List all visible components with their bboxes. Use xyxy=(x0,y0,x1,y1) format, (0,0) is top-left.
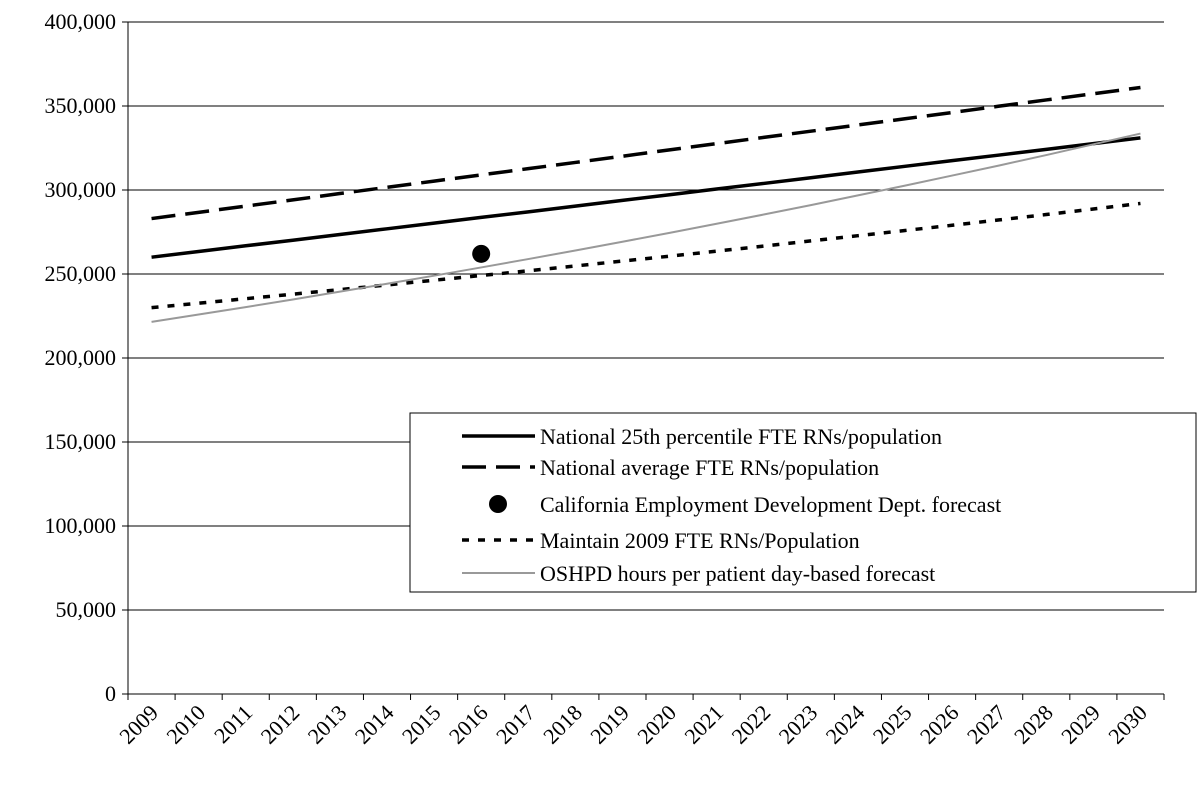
x-tick-label: 2024 xyxy=(821,700,870,749)
y-tick-label: 300,000 xyxy=(45,177,117,202)
series-line xyxy=(151,136,1141,259)
legend-marker xyxy=(489,495,507,513)
x-tick-label: 2015 xyxy=(397,700,446,749)
y-tick-label: 250,000 xyxy=(45,261,117,286)
x-tick-label: 2016 xyxy=(444,700,493,749)
x-tick-label: 2025 xyxy=(868,700,917,749)
y-tick-label: 400,000 xyxy=(45,9,117,34)
series-line xyxy=(151,85,1141,221)
x-tick-label: 2019 xyxy=(585,700,634,749)
x-tick-label: 2010 xyxy=(161,700,210,749)
x-tick-label: 2009 xyxy=(114,700,163,749)
y-tick-label: 0 xyxy=(105,681,116,706)
x-tick-label: 2021 xyxy=(679,700,728,749)
y-tick-label: 350,000 xyxy=(45,93,117,118)
x-tick-label: 2026 xyxy=(915,700,964,749)
x-tick-label: 2023 xyxy=(774,700,823,749)
series-line xyxy=(151,132,1141,323)
x-tick-label: 2011 xyxy=(209,700,257,748)
x-tick-label: 2013 xyxy=(303,700,352,749)
x-tick-label: 2012 xyxy=(256,700,305,749)
x-tick-label: 2030 xyxy=(1103,700,1152,749)
x-tick-label: 2027 xyxy=(962,700,1011,749)
x-tick-label: 2028 xyxy=(1009,700,1058,749)
y-tick-label: 100,000 xyxy=(45,513,117,538)
x-tick-label: 2022 xyxy=(726,700,775,749)
series-line xyxy=(151,201,1141,310)
x-tick-label: 2020 xyxy=(632,700,681,749)
legend-label: National 25th percentile FTE RNs/populat… xyxy=(540,424,942,449)
x-tick-label: 2029 xyxy=(1056,700,1105,749)
legend-label: OSHPD hours per patient day-based foreca… xyxy=(540,561,935,586)
x-tick-label: 2014 xyxy=(350,700,399,749)
legend-label: California Employment Development Dept. … xyxy=(540,492,1001,517)
legend-label: Maintain 2009 FTE RNs/Population xyxy=(540,528,860,553)
legend-label: National average FTE RNs/population xyxy=(540,455,879,480)
y-tick-label: 150,000 xyxy=(45,429,117,454)
x-tick-label: 2017 xyxy=(491,700,540,749)
legend-box xyxy=(409,412,1197,593)
y-tick-label: 200,000 xyxy=(45,345,117,370)
x-tick-label: 2018 xyxy=(538,700,587,749)
y-tick-label: 50,000 xyxy=(56,597,117,622)
marker xyxy=(472,244,491,263)
